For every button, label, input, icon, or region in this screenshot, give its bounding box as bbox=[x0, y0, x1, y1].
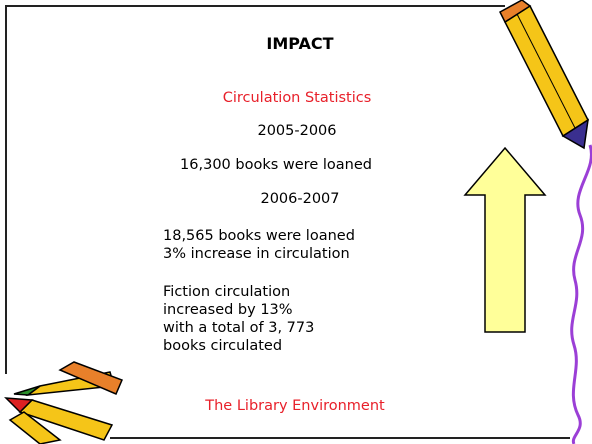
period-text: 3% increase in circulation bbox=[163, 245, 350, 263]
squiggle bbox=[572, 145, 592, 444]
decorations bbox=[0, 0, 592, 444]
period-text: 18,565 books were loaned bbox=[163, 227, 355, 245]
period-label: 2006-2007 bbox=[260, 190, 339, 208]
fiction-text: increased by 13% bbox=[163, 301, 293, 319]
period-text: 16,300 books were loaned bbox=[180, 156, 372, 174]
slide: IMPACT Circulation Statistics 2005-2006 … bbox=[0, 0, 592, 444]
footer: The Library Environment bbox=[205, 397, 384, 415]
pencils-icon bbox=[6, 362, 122, 444]
fiction-text: books circulated bbox=[163, 337, 282, 355]
fiction-text: Fiction circulation bbox=[163, 283, 290, 301]
fiction-text: with a total of 3, 773 bbox=[163, 319, 314, 337]
pencil-icon bbox=[500, 0, 588, 148]
title: IMPACT bbox=[266, 35, 333, 53]
subtitle: Circulation Statistics bbox=[223, 89, 372, 107]
period-label: 2005-2006 bbox=[257, 122, 336, 140]
arrow-up bbox=[465, 148, 545, 332]
